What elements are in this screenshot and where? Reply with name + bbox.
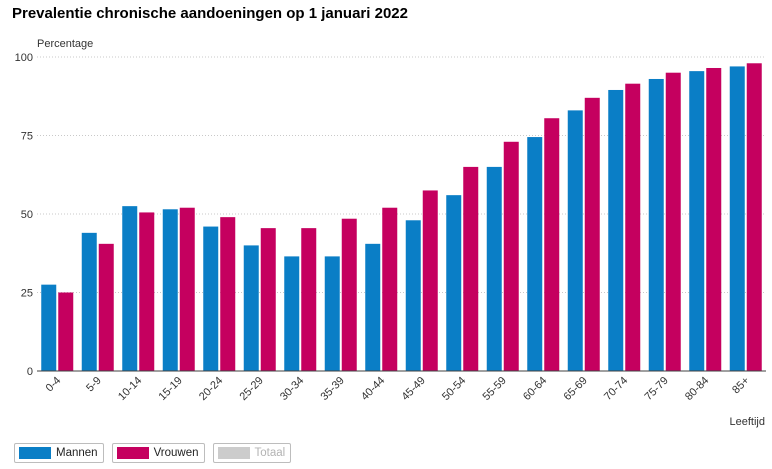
legend-label-mannen: Mannen [56, 447, 98, 459]
bar-vrouwen [98, 243, 114, 371]
bar-mannen [81, 232, 97, 371]
y-tick-label: 100 [15, 52, 33, 64]
bar-vrouwen [179, 207, 195, 371]
x-tick-label: 75-79 [642, 375, 670, 403]
bar-mannen [405, 220, 421, 371]
bar-mannen [162, 209, 178, 371]
chart-title: Prevalentie chronische aandoeningen op 1… [12, 5, 408, 22]
legend-label-totaal: Totaal [254, 447, 286, 459]
bar-mannen [446, 195, 462, 371]
x-tick-label: 55-59 [480, 375, 508, 403]
x-tick-label: 5-9 [84, 375, 104, 395]
bar-vrouwen [220, 217, 236, 371]
bar-mannen [203, 226, 219, 371]
x-tick-label: 30-34 [278, 375, 306, 403]
legend-item-vrouwen[interactable]: Vrouwen [111, 443, 205, 463]
y-tick-label: 25 [21, 288, 33, 300]
legend-swatch-mannen [19, 447, 51, 459]
y-tick-label: 75 [21, 131, 33, 143]
bar-chart: Percentage 0 25 50 75 100 0-4 5-9 10-14 15-19 20-2… [15, 38, 766, 428]
bar-vrouwen [746, 63, 762, 371]
x-tick-label: 65-69 [561, 375, 589, 403]
bar-vrouwen [544, 118, 560, 371]
x-tick-label: 60-64 [521, 375, 549, 403]
bar-vrouwen [463, 166, 479, 371]
x-tick-label: 25-29 [237, 375, 265, 403]
x-tick-label: 80-84 [683, 375, 711, 403]
bar-vrouwen [665, 72, 681, 371]
x-axis-label: Leeftijd [730, 416, 765, 428]
x-tick-label: 70-74 [602, 375, 630, 403]
bar-vrouwen [260, 228, 276, 371]
bar-vrouwen [139, 212, 155, 371]
legend-item-totaal[interactable]: Totaal [212, 443, 292, 463]
x-tick-label: 50-54 [440, 375, 468, 403]
bar-mannen [486, 166, 502, 371]
bar-vrouwen [58, 292, 74, 371]
x-tick-label: 45-49 [399, 375, 427, 403]
legend-item-mannen[interactable]: Mannen [14, 443, 104, 463]
legend-swatch-totaal [217, 447, 250, 459]
bar-vrouwen [706, 67, 722, 372]
bar-mannen [729, 66, 745, 372]
bar-vrouwen [584, 97, 600, 371]
y-tick-label: 0 [27, 366, 33, 378]
x-tick-label: 10-14 [116, 375, 144, 403]
bar-mannen [567, 110, 583, 371]
x-tick-label: 85+ [730, 375, 752, 397]
bar-mannen [527, 137, 543, 371]
bar-mannen [122, 206, 138, 371]
bar-mannen [365, 243, 381, 371]
bar-mannen [324, 256, 340, 371]
legend-swatch-vrouwen [116, 447, 149, 459]
legend-label-vrouwen: Vrouwen [153, 447, 199, 459]
x-tick-label: 20-24 [197, 375, 225, 403]
bar-vrouwen [625, 83, 641, 371]
y-axis-label: Percentage [37, 38, 93, 50]
bar-vrouwen [341, 218, 357, 371]
y-tick-label: 50 [21, 209, 33, 221]
x-tick-label: 0-4 [44, 375, 64, 395]
bar-mannen [243, 245, 259, 371]
bar-mannen [689, 71, 705, 371]
x-tick-label: 35-39 [318, 375, 346, 403]
bar-mannen [284, 256, 300, 371]
bar-mannen [41, 284, 57, 371]
bar-vrouwen [422, 190, 438, 371]
bar-vrouwen [301, 228, 317, 371]
x-tick-label: 15-19 [156, 375, 184, 403]
bar-mannen [648, 78, 664, 371]
legend: Mannen Vrouwen Totaal [14, 443, 292, 463]
bar-vrouwen [503, 141, 519, 371]
bar-vrouwen [382, 207, 398, 371]
bar-mannen [608, 89, 624, 371]
x-tick-label: 40-44 [359, 375, 387, 403]
